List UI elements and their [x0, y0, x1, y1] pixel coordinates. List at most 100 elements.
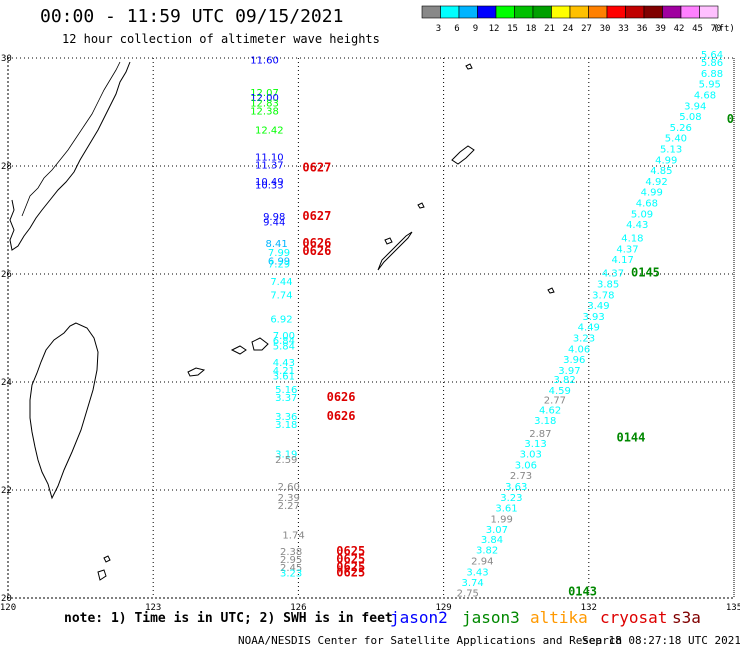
- wave-height-value: 3.13: [524, 439, 546, 450]
- wave-height-value: 12.38: [250, 107, 279, 118]
- scale-swatch: [495, 5, 515, 19]
- wave-height-value: 1.99: [491, 514, 513, 525]
- wave-height-value: 11.37: [255, 161, 284, 172]
- wave-height-value: 5.08: [679, 112, 701, 123]
- wave-height-value: 5.40: [665, 134, 687, 145]
- wave-height-value: 6.99: [268, 256, 290, 267]
- wave-height-value: 5.13: [660, 145, 682, 156]
- scale-swatch: [606, 5, 626, 19]
- footer-note: note: 1) Time is in UTC; 2) SWH is in fe…: [64, 611, 393, 626]
- map-frame: [7, 57, 735, 599]
- wave-height-value: 4.18: [621, 234, 643, 245]
- lon-tick-label: 132: [581, 603, 597, 613]
- wave-height-value: 3.82: [476, 546, 498, 557]
- scale-tick-label: 24: [563, 24, 574, 34]
- wave-height-value: 3.06: [515, 460, 537, 471]
- wave-height-value: 3.78: [592, 290, 614, 301]
- scale-tick-label: 70: [711, 24, 722, 34]
- scale-tick-label: 15: [507, 24, 518, 34]
- pass-time-label: 0627: [302, 209, 331, 223]
- lon-tick-label: 120: [0, 603, 16, 613]
- wave-height-value: 2.39: [278, 493, 300, 504]
- color-scale-bar: 3 6 9 12 15 18 21 24 27 30 33 36 39 42 45 70(ft): [421, 5, 735, 34]
- wave-height-value: 3.43: [466, 567, 488, 578]
- lat-tick-label: 30: [1, 54, 12, 64]
- wave-height-value: 2.27: [278, 501, 300, 512]
- lon-tick-label: 129: [435, 603, 451, 613]
- pass-time-label: 0626: [327, 409, 356, 423]
- wave-height-value: 4.37: [616, 244, 638, 255]
- wave-height-value: 4.43: [273, 358, 295, 369]
- wave-height-value: 5.86: [701, 58, 723, 69]
- scale-tick-label: 33: [618, 24, 629, 34]
- scale-unit: (ft): [713, 24, 735, 34]
- scale-tick-label: 12: [489, 24, 500, 34]
- wave-height-value: 3.61: [273, 371, 295, 382]
- scale-swatch: [643, 5, 663, 19]
- scale-tick-label: 18: [526, 24, 537, 34]
- wave-height-value: 7.44: [270, 277, 292, 288]
- wave-height-value: 3.84: [481, 535, 503, 546]
- lat-tick-label: 24: [1, 378, 12, 388]
- wave-height-value: 3.63: [505, 482, 527, 493]
- pass-time-label: 0625: [336, 565, 365, 579]
- yaeyama-islands: [187, 337, 269, 377]
- scale-swatch: [421, 5, 441, 19]
- pass-time-label: 0625: [336, 552, 365, 566]
- wave-height-value: 4.43: [626, 220, 648, 231]
- small-islands: [97, 63, 555, 581]
- lat-lon-grid: [7, 57, 735, 599]
- wave-height-value: 3.37: [275, 393, 297, 404]
- wave-height-value: 7.74: [270, 290, 292, 301]
- wave-height-value: 2.60: [278, 482, 300, 493]
- wave-height-value: 11.10: [255, 153, 284, 164]
- wave-height-value: 7.29: [268, 260, 290, 271]
- pass-time-label: 0627: [302, 160, 331, 174]
- wave-height-value: 4.06: [568, 344, 590, 355]
- scale-tick-label: 30: [600, 24, 611, 34]
- pass-time-label: 0626: [327, 390, 356, 404]
- pass-time-labels: 0627062706260626062606260625062506250625…: [302, 112, 734, 598]
- wave-height-value: 3.07: [486, 525, 508, 536]
- pass-time-label: 0143: [568, 584, 597, 598]
- scale-tick-label: 9: [473, 24, 478, 34]
- scale-tick-label: 42: [674, 24, 685, 34]
- wave-height-value: 2.73: [510, 471, 532, 482]
- wave-height-value: 6.88: [701, 69, 723, 80]
- wave-height-value: 2.75: [457, 588, 479, 599]
- okinawa-island: [377, 231, 413, 271]
- scale-swatch: [699, 5, 719, 19]
- scale-swatch: [532, 5, 552, 19]
- wave-height-value: 2.77: [544, 396, 566, 407]
- legend-cryosat: cryosat: [600, 608, 668, 627]
- wave-height-value: 3.03: [520, 450, 542, 461]
- wave-height-value: 11.60: [250, 55, 279, 66]
- wave-height-value: 3.94: [684, 101, 706, 112]
- legend-s3a: s3a: [672, 608, 701, 627]
- scale-swatch: [588, 5, 608, 19]
- wave-height-value: 3.93: [583, 312, 605, 323]
- wave-height-value: 4.92: [645, 177, 667, 188]
- lon-tick-label: 126: [290, 603, 306, 613]
- legend-altika: altika: [530, 608, 588, 627]
- wave-height-value: 5.64: [701, 50, 723, 61]
- wave-height-value: 9.98: [263, 212, 285, 223]
- scale-swatch: [458, 5, 478, 19]
- wave-height-value: 4.68: [636, 199, 658, 210]
- legend-jason3: jason3: [462, 608, 520, 627]
- wave-height-value: 3.61: [495, 504, 517, 515]
- scale-tick-label: 6: [454, 24, 459, 34]
- wave-height-value: 4.21: [273, 366, 295, 377]
- map-subtitle: 12 hour collection of altimeter wave hei…: [62, 32, 380, 46]
- wave-height-value: 2.87: [529, 429, 551, 440]
- lat-tick-label: 22: [1, 486, 12, 496]
- lon-tick-label: 123: [145, 603, 161, 613]
- lat-tick-label: 20: [1, 594, 12, 604]
- scale-swatch: [662, 5, 682, 19]
- wave-height-value: 10.49: [255, 177, 284, 188]
- lat-tick-label: 28: [1, 162, 12, 172]
- legend-jason2: jason2: [390, 608, 448, 627]
- footer-generated-time: Sep 18 08:27:18 UTC 2021: [582, 634, 740, 647]
- wave-height-value: 3.97: [558, 366, 580, 377]
